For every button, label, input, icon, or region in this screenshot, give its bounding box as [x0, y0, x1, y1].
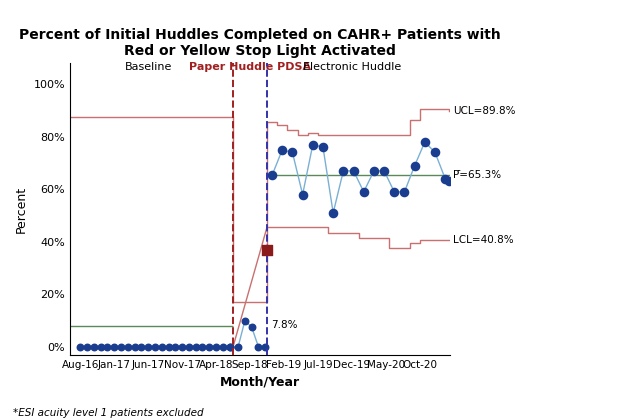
- Point: [379, 168, 389, 174]
- Point: [197, 344, 207, 350]
- Point: [277, 147, 288, 153]
- Text: Paper Huddle PDSA: Paper Huddle PDSA: [189, 62, 311, 72]
- Text: LCL=40.8%: LCL=40.8%: [453, 235, 513, 245]
- Point: [440, 176, 450, 182]
- Text: UCL=89.8%: UCL=89.8%: [453, 106, 515, 116]
- Point: [95, 344, 106, 350]
- Point: [240, 317, 250, 324]
- Point: [430, 149, 440, 156]
- Point: [170, 344, 180, 350]
- Point: [204, 344, 214, 350]
- Point: [444, 178, 454, 185]
- Point: [150, 344, 160, 350]
- Y-axis label: Percent: Percent: [15, 185, 28, 233]
- Point: [260, 344, 270, 350]
- Point: [143, 344, 153, 350]
- Point: [410, 162, 420, 169]
- Point: [191, 344, 201, 350]
- Point: [137, 344, 147, 350]
- Title: Percent of Initial Huddles Completed on CAHR+ Patients with
Red or Yellow Stop L: Percent of Initial Huddles Completed on …: [20, 28, 501, 58]
- Point: [116, 344, 126, 350]
- Point: [88, 344, 99, 350]
- Point: [389, 189, 399, 195]
- Point: [318, 144, 328, 151]
- Text: 7.8%: 7.8%: [271, 320, 298, 330]
- Text: P̅=65.3%: P̅=65.3%: [453, 171, 501, 180]
- Point: [75, 344, 85, 350]
- Point: [224, 344, 234, 350]
- Point: [359, 189, 369, 195]
- Text: *ESI acuity level 1 patients excluded: *ESI acuity level 1 patients excluded: [13, 408, 204, 418]
- Point: [338, 168, 348, 174]
- Point: [308, 141, 318, 148]
- Point: [82, 344, 92, 350]
- Point: [267, 172, 277, 178]
- Point: [177, 344, 187, 350]
- Point: [298, 191, 308, 198]
- Text: Electronic Huddle: Electronic Huddle: [303, 62, 401, 72]
- Point: [102, 344, 112, 350]
- Point: [369, 168, 379, 174]
- Point: [399, 189, 410, 195]
- Point: [211, 344, 221, 350]
- Point: [157, 344, 167, 350]
- Point: [109, 344, 119, 350]
- Point: [233, 344, 243, 350]
- Point: [420, 139, 430, 145]
- Point: [224, 344, 234, 350]
- Point: [262, 246, 272, 253]
- Point: [123, 344, 133, 350]
- Point: [218, 344, 228, 350]
- Point: [348, 168, 358, 174]
- Point: [130, 344, 140, 350]
- Point: [164, 344, 174, 350]
- Text: Baseline: Baseline: [125, 62, 172, 72]
- X-axis label: Month/Year: Month/Year: [220, 375, 300, 388]
- Point: [184, 344, 194, 350]
- Point: [253, 344, 264, 350]
- Point: [246, 324, 257, 331]
- Point: [288, 149, 298, 156]
- Point: [328, 210, 338, 216]
